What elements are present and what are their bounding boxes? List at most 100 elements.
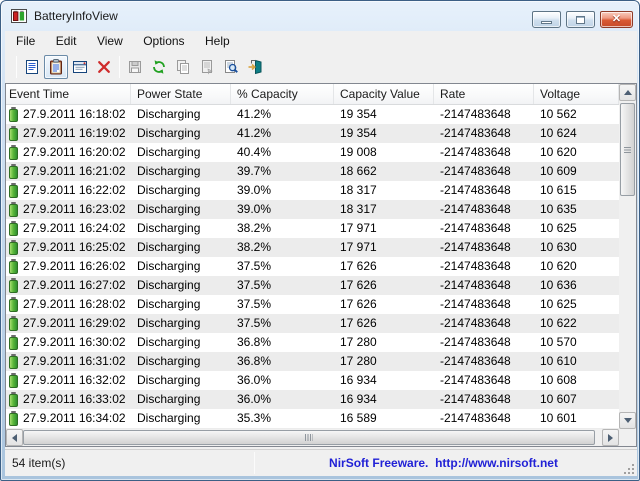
cell-power-state: Discharging bbox=[137, 278, 201, 292]
toolbar-button-advanced-options[interactable] bbox=[68, 55, 92, 79]
toolbar-button-delete[interactable] bbox=[92, 55, 116, 79]
advanced-options-icon bbox=[73, 60, 87, 73]
cell-event-time: 27.9.2011 16:19:02 bbox=[6, 124, 131, 143]
cell-voltage: 10 562 bbox=[540, 107, 577, 121]
cell-capacity-percent: 39.0% bbox=[237, 202, 272, 216]
column-header-rate[interactable]: Rate bbox=[434, 84, 534, 104]
battery-icon bbox=[9, 296, 18, 312]
table-row[interactable]: 27.9.2011 16:28:02 Discharging 37.5% 17 … bbox=[6, 295, 619, 314]
horizontal-scroll-thumb[interactable] bbox=[23, 430, 595, 445]
scroll-up-button[interactable] bbox=[619, 84, 636, 101]
toolbar-button-properties[interactable] bbox=[195, 55, 219, 79]
properties-icon bbox=[202, 59, 213, 74]
cell-event-time: 27.9.2011 16:28:02 bbox=[6, 295, 131, 314]
table-row[interactable]: 27.9.2011 16:34:02 Discharging 35.3% 16 … bbox=[6, 409, 619, 428]
cell-voltage: 10 625 bbox=[540, 297, 577, 311]
cell-voltage: 10 610 bbox=[540, 354, 577, 368]
cell-capacity-value: 17 626 bbox=[340, 316, 377, 330]
table-row-partial[interactable] bbox=[6, 428, 619, 429]
title-bar[interactable]: BatteryInfoView ✕ bbox=[1, 1, 639, 31]
cell-rate: -2147483648 bbox=[440, 107, 511, 121]
cell-power-state: Discharging bbox=[137, 221, 201, 235]
cell-rate: -2147483648 bbox=[440, 183, 511, 197]
column-header-capacity-value[interactable]: Capacity Value bbox=[334, 84, 434, 104]
toolbar-button-exit[interactable] bbox=[243, 55, 267, 79]
scroll-right-button[interactable] bbox=[602, 429, 619, 446]
cell-capacity-percent: 40.4% bbox=[237, 145, 272, 159]
status-branding: NirSoft Freeware. http://www.nirsoft.net bbox=[256, 450, 631, 476]
table-row[interactable]: 27.9.2011 16:25:02 Discharging 38.2% 17 … bbox=[6, 238, 619, 257]
column-header-capacity-percent[interactable]: % Capacity bbox=[231, 84, 334, 104]
menu-options[interactable]: Options bbox=[143, 34, 185, 48]
table-row[interactable]: 27.9.2011 16:27:02 Discharging 37.5% 17 … bbox=[6, 276, 619, 295]
scroll-down-button[interactable] bbox=[619, 412, 636, 429]
cell-capacity-percent: 36.0% bbox=[237, 392, 272, 406]
maximize-button[interactable] bbox=[566, 11, 595, 28]
cell-voltage: 10 607 bbox=[540, 392, 577, 406]
cell-event-time: 27.9.2011 16:30:02 bbox=[6, 333, 131, 352]
menu-view[interactable]: View bbox=[96, 34, 123, 48]
cell-event-time: 27.9.2011 16:34:02 bbox=[6, 409, 131, 428]
menu-help[interactable]: Help bbox=[205, 34, 230, 48]
toolbar-button-refresh[interactable] bbox=[147, 55, 171, 79]
nirsoft-link[interactable]: http://www.nirsoft.net bbox=[435, 456, 558, 470]
cell-capacity-percent: 38.2% bbox=[237, 221, 272, 235]
cell-event-time: 27.9.2011 16:33:02 bbox=[6, 390, 131, 409]
scroll-left-button[interactable] bbox=[6, 429, 23, 446]
table-row[interactable]: 27.9.2011 16:29:02 Discharging 37.5% 17 … bbox=[6, 314, 619, 333]
battery-icon bbox=[9, 410, 18, 426]
column-header-event-time[interactable]: Event Time bbox=[6, 84, 131, 104]
cell-capacity-percent: 36.8% bbox=[237, 335, 272, 349]
battery-log-table: Event Time Power State % Capacity Capaci… bbox=[5, 83, 637, 447]
cell-capacity-percent: 38.2% bbox=[237, 240, 272, 254]
toolbar-button-battery-log[interactable] bbox=[44, 54, 68, 79]
cell-rate: -2147483648 bbox=[440, 126, 511, 140]
toolbar-button-copy[interactable] bbox=[171, 55, 195, 79]
close-button[interactable]: ✕ bbox=[600, 11, 633, 28]
vertical-scroll-thumb[interactable] bbox=[620, 103, 635, 196]
table-row[interactable]: 27.9.2011 16:30:02 Discharging 36.8% 17 … bbox=[6, 333, 619, 352]
table-row[interactable]: 27.9.2011 16:33:02 Discharging 36.0% 16 … bbox=[6, 390, 619, 409]
menu-bar: File Edit View Options Help bbox=[5, 31, 637, 51]
table-row[interactable]: 27.9.2011 16:22:02 Discharging 39.0% 18 … bbox=[6, 181, 619, 200]
menu-file[interactable]: File bbox=[16, 34, 36, 48]
toolbar-button-general-info[interactable] bbox=[20, 55, 44, 79]
table-row[interactable]: 27.9.2011 16:19:02 Discharging 41.2% 19 … bbox=[6, 124, 619, 143]
cell-capacity-percent: 37.5% bbox=[237, 259, 272, 273]
cell-rate: -2147483648 bbox=[440, 373, 511, 387]
freeware-label: NirSoft Freeware. bbox=[329, 456, 429, 470]
menu-edit[interactable]: Edit bbox=[55, 34, 77, 48]
table-row[interactable]: 27.9.2011 16:24:02 Discharging 38.2% 17 … bbox=[6, 219, 619, 238]
vertical-scrollbar[interactable] bbox=[619, 84, 636, 429]
battery-icon bbox=[9, 277, 18, 293]
cell-voltage: 10 570 bbox=[540, 335, 577, 349]
table-row[interactable]: 27.9.2011 16:23:02 Discharging 39.0% 18 … bbox=[6, 200, 619, 219]
client-area: File Edit View Options Help bbox=[5, 31, 637, 476]
toolbar-button-find[interactable] bbox=[219, 55, 243, 79]
app-icon[interactable] bbox=[11, 8, 27, 24]
cell-power-state: Discharging bbox=[137, 392, 201, 406]
cell-voltage: 10 620 bbox=[540, 145, 577, 159]
resize-grip-icon[interactable] bbox=[623, 462, 635, 474]
table-row[interactable]: 27.9.2011 16:26:02 Discharging 37.5% 17 … bbox=[6, 257, 619, 276]
horizontal-scrollbar[interactable] bbox=[6, 429, 619, 446]
cell-rate: -2147483648 bbox=[440, 164, 511, 178]
table-row[interactable]: 27.9.2011 16:18:02 Discharging 41.2% 19 … bbox=[6, 105, 619, 124]
cell-event-time: 27.9.2011 16:29:02 bbox=[6, 314, 131, 333]
toolbar-button-save[interactable] bbox=[123, 55, 147, 79]
cell-voltage: 10 620 bbox=[540, 259, 577, 273]
table-row[interactable]: 27.9.2011 16:20:02 Discharging 40.4% 19 … bbox=[6, 143, 619, 162]
minimize-button[interactable] bbox=[532, 11, 561, 28]
cell-event-time: 27.9.2011 16:23:02 bbox=[6, 200, 131, 219]
cell-capacity-percent: 36.0% bbox=[237, 373, 272, 387]
cell-power-state: Discharging bbox=[137, 297, 201, 311]
cell-event-time: 27.9.2011 16:27:02 bbox=[6, 276, 131, 295]
column-header-power-state[interactable]: Power State bbox=[131, 84, 231, 104]
table-row[interactable]: 27.9.2011 16:31:02 Discharging 36.8% 17 … bbox=[6, 352, 619, 371]
table-row[interactable]: 27.9.2011 16:21:02 Discharging 39.7% 18 … bbox=[6, 162, 619, 181]
battery-icon bbox=[9, 201, 18, 217]
delete-icon bbox=[98, 60, 110, 73]
cell-event-time: 27.9.2011 16:32:02 bbox=[6, 371, 131, 390]
table-row[interactable]: 27.9.2011 16:32:02 Discharging 36.0% 16 … bbox=[6, 371, 619, 390]
column-header-voltage[interactable]: Voltage bbox=[534, 84, 619, 104]
